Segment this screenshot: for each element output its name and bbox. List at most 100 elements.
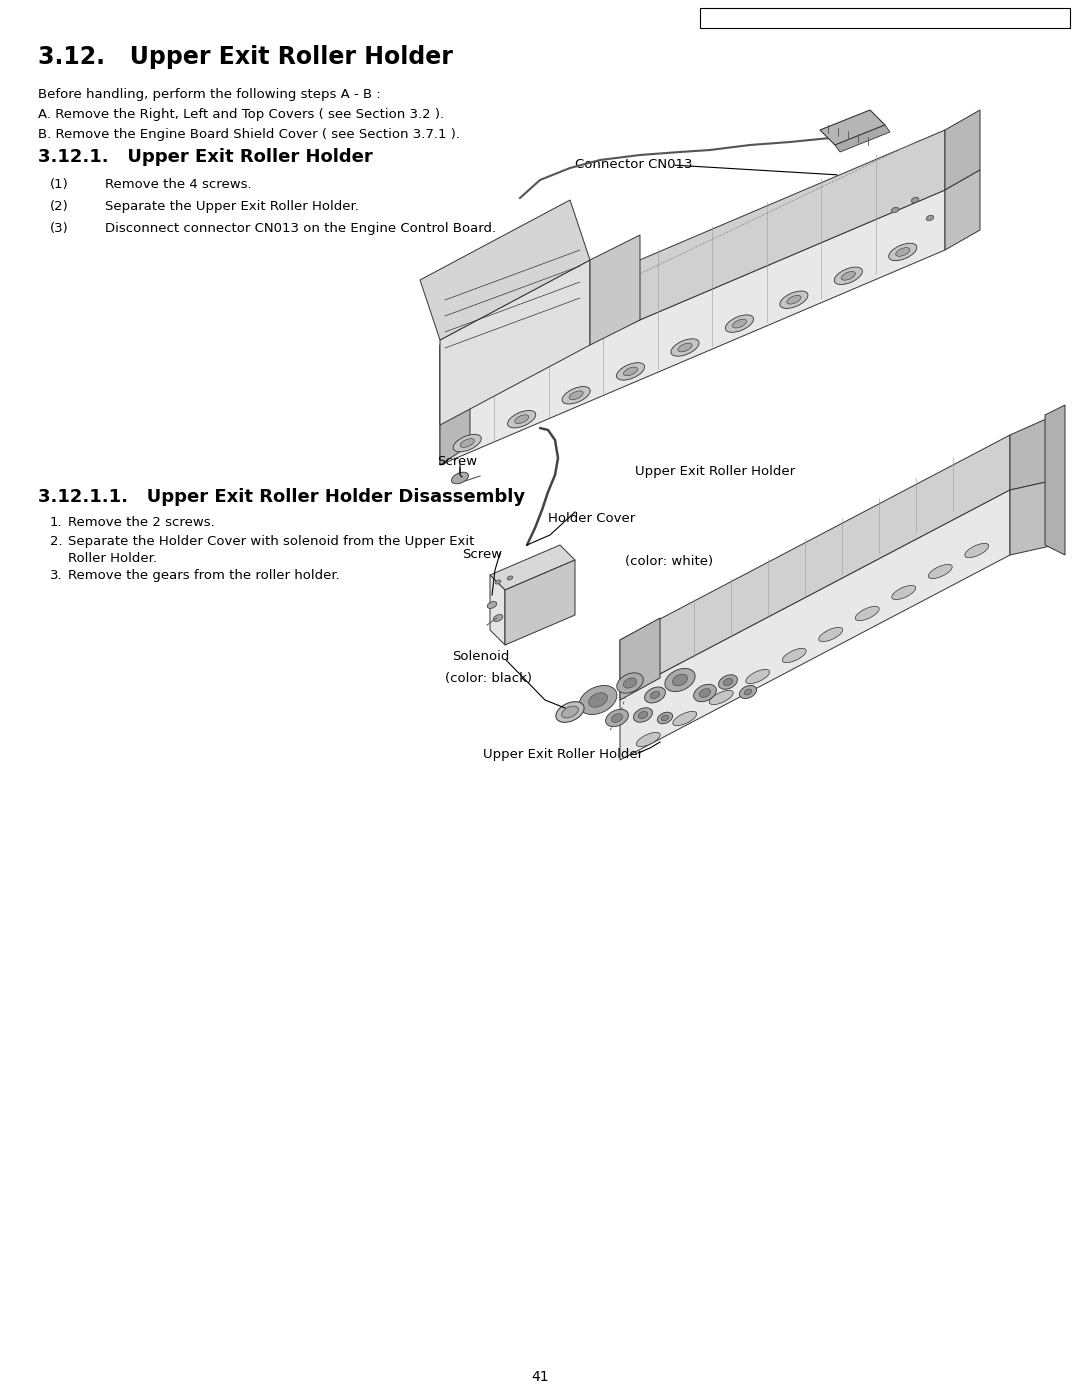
Text: Screw: Screw xyxy=(437,455,477,468)
Ellipse shape xyxy=(496,580,501,584)
Polygon shape xyxy=(590,235,640,345)
Text: 3.12.1.1.   Upper Exit Roller Holder Disassembly: 3.12.1.1. Upper Exit Roller Holder Disas… xyxy=(38,488,525,506)
Ellipse shape xyxy=(671,339,699,356)
Ellipse shape xyxy=(895,247,909,256)
Ellipse shape xyxy=(746,669,770,683)
Ellipse shape xyxy=(617,673,644,693)
Ellipse shape xyxy=(673,711,697,725)
Ellipse shape xyxy=(650,692,660,698)
Text: Roller Holder.: Roller Holder. xyxy=(68,552,157,564)
Text: Separate the Upper Exit Roller Holder.: Separate the Upper Exit Roller Holder. xyxy=(105,200,359,212)
Text: Upper Exit Roller Holder: Upper Exit Roller Holder xyxy=(483,747,643,761)
Text: 1.: 1. xyxy=(50,515,63,529)
Ellipse shape xyxy=(606,710,629,726)
Ellipse shape xyxy=(892,585,916,599)
Text: Connector CN013: Connector CN013 xyxy=(575,158,692,170)
Ellipse shape xyxy=(562,705,579,718)
Ellipse shape xyxy=(611,714,623,722)
Ellipse shape xyxy=(487,602,497,609)
Text: (1): (1) xyxy=(50,177,69,191)
Text: Before handling, perform the following steps A - B :: Before handling, perform the following s… xyxy=(38,88,381,101)
Text: Solenoid: Solenoid xyxy=(453,650,510,664)
Text: 3.12.1.   Upper Exit Roller Holder: 3.12.1. Upper Exit Roller Holder xyxy=(38,148,373,166)
Polygon shape xyxy=(1010,415,1055,490)
Ellipse shape xyxy=(569,391,583,400)
Ellipse shape xyxy=(912,197,919,203)
Ellipse shape xyxy=(508,576,513,580)
Ellipse shape xyxy=(508,411,536,427)
Ellipse shape xyxy=(834,267,863,285)
Text: (color: white): (color: white) xyxy=(625,555,713,569)
Ellipse shape xyxy=(454,434,482,451)
Text: KX-P7105  /  KX-P7110: KX-P7105 / KX-P7110 xyxy=(831,14,940,24)
Ellipse shape xyxy=(645,687,665,703)
Ellipse shape xyxy=(782,648,807,662)
Polygon shape xyxy=(835,124,890,152)
Ellipse shape xyxy=(929,564,953,578)
Ellipse shape xyxy=(819,627,842,641)
Text: Separate the Holder Cover with solenoid from the Upper Exit: Separate the Holder Cover with solenoid … xyxy=(68,535,474,548)
Ellipse shape xyxy=(678,344,692,352)
Text: 2.: 2. xyxy=(50,535,63,548)
Ellipse shape xyxy=(623,678,636,689)
Ellipse shape xyxy=(787,295,801,305)
Ellipse shape xyxy=(494,615,502,622)
Ellipse shape xyxy=(891,207,899,212)
Text: Remove the gears from the roller holder.: Remove the gears from the roller holder. xyxy=(68,569,340,583)
Text: 3.12.   Upper Exit Roller Holder: 3.12. Upper Exit Roller Holder xyxy=(38,45,453,68)
Ellipse shape xyxy=(634,708,652,722)
Text: (3): (3) xyxy=(50,222,69,235)
Text: Disconnect connector CN013 on the Engine Control Board.: Disconnect connector CN013 on the Engine… xyxy=(105,222,496,235)
Ellipse shape xyxy=(636,732,660,746)
Ellipse shape xyxy=(927,215,934,221)
Ellipse shape xyxy=(732,320,746,328)
Ellipse shape xyxy=(740,686,756,698)
Polygon shape xyxy=(1010,481,1055,555)
Ellipse shape xyxy=(661,715,669,721)
Polygon shape xyxy=(1045,405,1065,555)
Ellipse shape xyxy=(673,675,688,686)
Ellipse shape xyxy=(780,291,808,309)
Polygon shape xyxy=(945,170,980,250)
Ellipse shape xyxy=(562,387,590,404)
Polygon shape xyxy=(440,130,945,405)
Polygon shape xyxy=(440,326,470,465)
Ellipse shape xyxy=(623,367,637,376)
Polygon shape xyxy=(945,110,980,190)
Ellipse shape xyxy=(658,712,673,724)
Text: 3.: 3. xyxy=(50,569,63,583)
Text: Screw: Screw xyxy=(462,548,502,562)
Polygon shape xyxy=(440,190,945,465)
Text: 41: 41 xyxy=(531,1370,549,1384)
Ellipse shape xyxy=(515,415,529,423)
FancyBboxPatch shape xyxy=(700,8,1070,28)
Ellipse shape xyxy=(855,606,879,620)
Ellipse shape xyxy=(451,472,469,483)
Text: Remove the 4 screws.: Remove the 4 screws. xyxy=(105,177,252,191)
Polygon shape xyxy=(440,260,590,425)
Ellipse shape xyxy=(665,668,696,692)
Polygon shape xyxy=(820,110,885,145)
Ellipse shape xyxy=(638,711,648,718)
Polygon shape xyxy=(620,617,660,700)
Ellipse shape xyxy=(744,689,752,694)
Polygon shape xyxy=(420,200,590,339)
Ellipse shape xyxy=(964,543,988,557)
Ellipse shape xyxy=(693,685,716,701)
Text: (color: black): (color: black) xyxy=(445,672,532,685)
Ellipse shape xyxy=(700,689,711,697)
Polygon shape xyxy=(490,545,575,590)
Polygon shape xyxy=(505,560,575,645)
Ellipse shape xyxy=(889,243,917,261)
Text: A. Remove the Right, Left and Top Covers ( see Section 3.2 ).: A. Remove the Right, Left and Top Covers… xyxy=(38,108,444,122)
Ellipse shape xyxy=(579,686,617,714)
Ellipse shape xyxy=(617,363,645,380)
Ellipse shape xyxy=(841,271,855,281)
Ellipse shape xyxy=(726,314,754,332)
Ellipse shape xyxy=(589,693,607,707)
Ellipse shape xyxy=(710,690,733,704)
Polygon shape xyxy=(620,490,1010,760)
Text: B. Remove the Engine Board Shield Cover ( see Section 3.7.1 ).: B. Remove the Engine Board Shield Cover … xyxy=(38,129,460,141)
Polygon shape xyxy=(620,434,1010,694)
Text: Remove the 2 screws.: Remove the 2 screws. xyxy=(68,515,215,529)
